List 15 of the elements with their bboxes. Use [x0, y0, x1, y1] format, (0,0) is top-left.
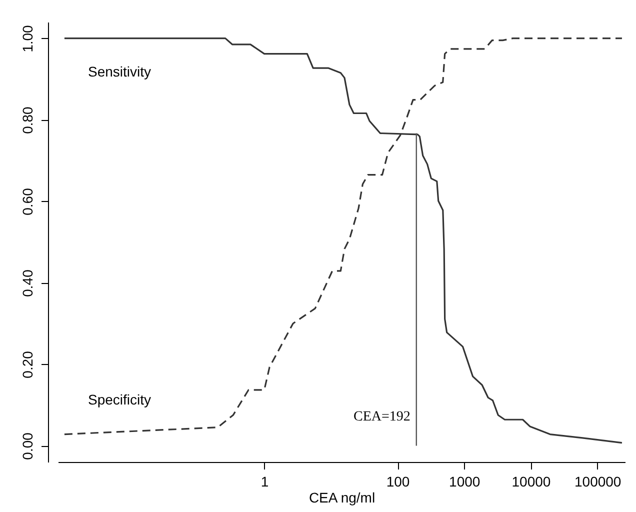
y-tick-label: 0.20 — [20, 350, 36, 378]
y-tick-label: 0.00 — [20, 432, 36, 460]
y-tick-label: 0.60 — [20, 188, 36, 216]
ref-line-label: CEA=192 — [353, 410, 410, 425]
x-tick-label: 100000 — [574, 474, 622, 490]
x-tick-label: 1000 — [449, 474, 480, 490]
x-tick-label: 100 — [386, 474, 410, 490]
y-tick-label: 0.40 — [20, 269, 36, 297]
series-label: Specificity — [88, 391, 152, 408]
series-label: Sensitivity — [88, 63, 152, 80]
y-tick-label: 1.00 — [20, 24, 36, 52]
y-tick-label: 0.80 — [20, 106, 36, 134]
x-tick-label: 1 — [260, 474, 269, 490]
x-axis-title: CEA ng/ml — [308, 490, 376, 506]
x-tick-label: 10000 — [512, 474, 551, 490]
